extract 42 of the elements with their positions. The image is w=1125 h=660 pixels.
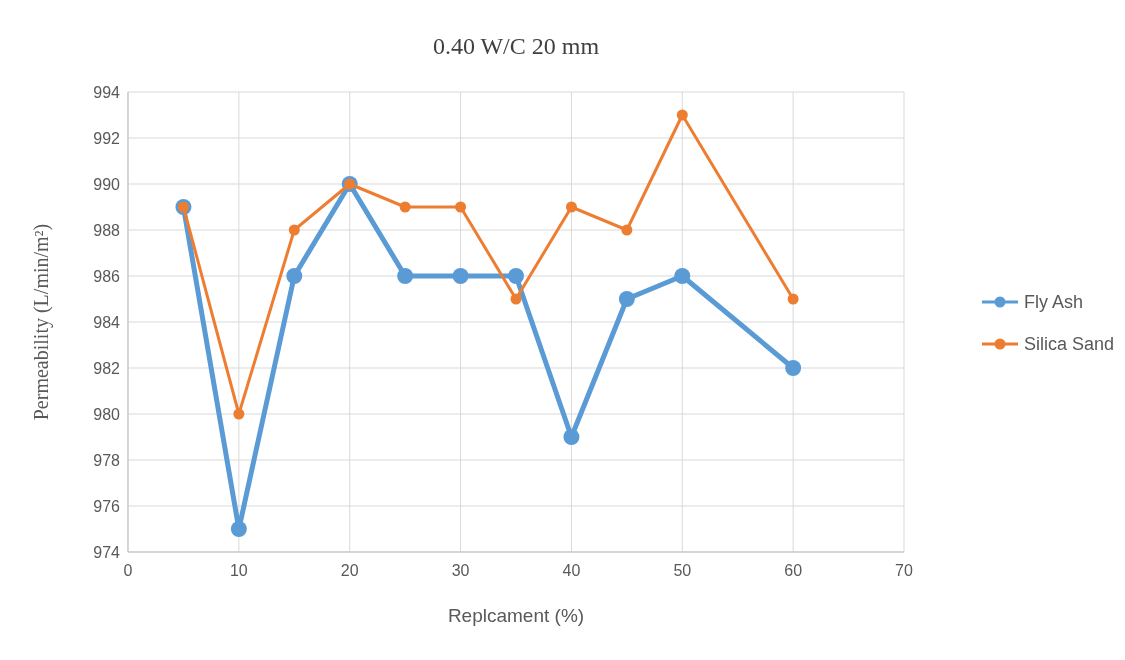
point bbox=[288, 224, 300, 236]
y-tick-label: 986 bbox=[93, 267, 121, 285]
point bbox=[508, 268, 524, 284]
point bbox=[397, 268, 414, 284]
point bbox=[286, 268, 303, 284]
y-tick-label: 990 bbox=[93, 175, 121, 193]
x-tick-label: 70 bbox=[895, 562, 913, 579]
x-tick-label: 10 bbox=[229, 562, 248, 579]
point bbox=[785, 360, 802, 376]
chart-title: 0.40 W/C 20 mm bbox=[432, 33, 600, 59]
x-axis-title: Replcament (%) bbox=[447, 605, 585, 626]
y-axis-title: Permeability (L/min/m²) bbox=[30, 223, 53, 421]
point bbox=[230, 521, 247, 537]
y-tick-label: 992 bbox=[93, 129, 121, 147]
legend-label: Fly Ash bbox=[1024, 292, 1084, 313]
x-tick-label: 40 bbox=[562, 562, 581, 579]
point bbox=[563, 429, 580, 445]
point bbox=[455, 201, 467, 213]
x-tick-label: 30 bbox=[451, 562, 470, 579]
point bbox=[618, 291, 635, 307]
x-tick-label: 20 bbox=[340, 562, 359, 579]
point bbox=[787, 293, 799, 305]
point bbox=[399, 201, 411, 213]
point bbox=[565, 201, 577, 213]
point bbox=[676, 109, 688, 121]
x-tick-label: 60 bbox=[784, 562, 803, 579]
y-tick-label: 980 bbox=[93, 405, 121, 423]
x-tick-label: 50 bbox=[673, 562, 692, 579]
point bbox=[510, 293, 522, 305]
y-tick-label: 976 bbox=[93, 497, 121, 515]
point bbox=[233, 408, 245, 420]
y-tick-label: 994 bbox=[93, 83, 121, 101]
y-tick-label: 988 bbox=[93, 221, 121, 239]
point bbox=[452, 268, 469, 284]
y-tick-label: 974 bbox=[93, 543, 121, 561]
point bbox=[674, 268, 691, 284]
y-tick-label: 984 bbox=[93, 313, 121, 331]
y-tick-label: 978 bbox=[93, 451, 121, 469]
legend-label: Silica Sand bbox=[1024, 334, 1115, 355]
y-tick-label: 982 bbox=[93, 359, 121, 377]
point bbox=[621, 224, 633, 236]
x-tick-label: 0 bbox=[123, 562, 133, 579]
